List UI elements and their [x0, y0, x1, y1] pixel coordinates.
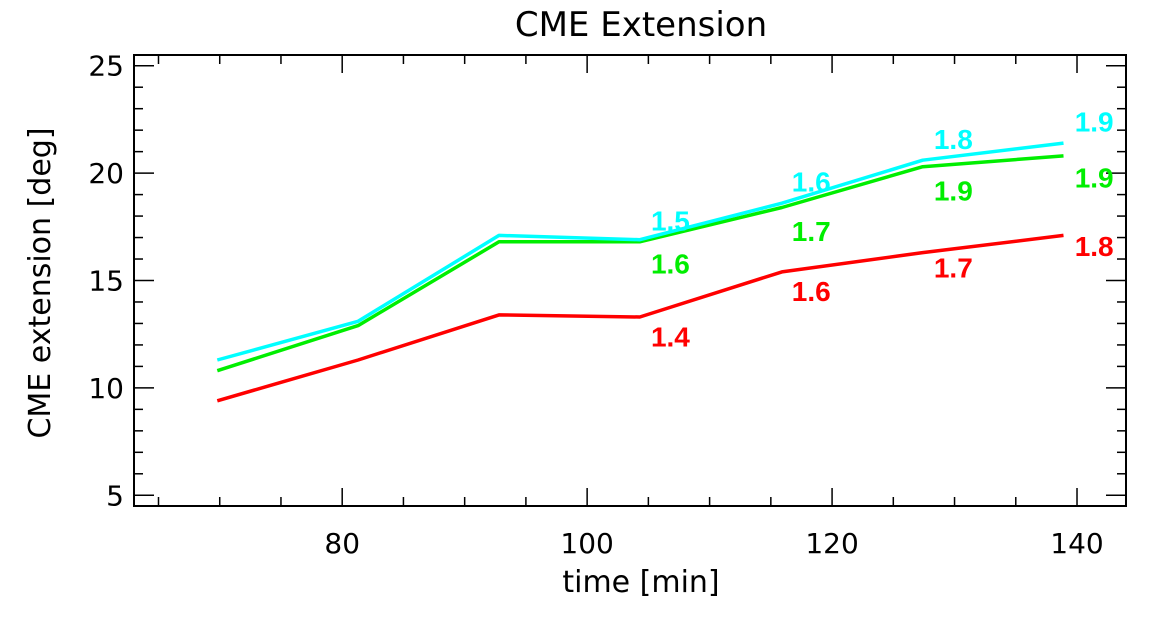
- red-series-line: [216, 233, 1064, 403]
- green-data-label: 1.9: [1075, 162, 1114, 193]
- x-tick-label: 140: [1050, 527, 1103, 560]
- green-data-label: 1.6: [651, 248, 690, 279]
- y-tick-label: 15: [88, 265, 124, 298]
- y-tick-label: 25: [88, 50, 124, 83]
- cyan-data-label: 1.5: [651, 205, 690, 236]
- y-axis-label: CME extension [deg]: [23, 127, 58, 438]
- red-data-label: 1.6: [792, 276, 831, 307]
- data-labels: 1.4 1.6 1.7 1.8 1.6 1.7 1.9 1.9 1.5 1.6 1.8 1.9: [651, 107, 1114, 353]
- cyan-data-label: 1.9: [1075, 107, 1114, 138]
- red-data-label: 1.7: [934, 253, 973, 284]
- chart-title: CME Extension: [515, 5, 767, 45]
- x-tick-label: 120: [805, 527, 858, 560]
- green-data-label: 1.7: [792, 216, 831, 247]
- red-data-label: 1.8: [1075, 231, 1114, 262]
- x-tick-label: 100: [560, 527, 613, 560]
- cyan-data-label: 1.8: [934, 124, 973, 155]
- green-data-label: 1.9: [934, 175, 973, 206]
- cyan-data-label: 1.6: [792, 167, 831, 198]
- y-tick-label: 10: [88, 372, 124, 405]
- y-tick-label: 20: [88, 157, 124, 190]
- green-series-line: [216, 154, 1064, 373]
- x-axis-label: time [min]: [562, 565, 719, 600]
- cyan-series-line: [216, 141, 1064, 362]
- plot-frame: [133, 54, 1127, 507]
- red-data-label: 1.4: [651, 321, 690, 352]
- x-tick-label: 80: [324, 527, 360, 560]
- axis-ticks: 80 100 120 140 5 10 15 20 25: [88, 50, 1126, 560]
- y-tick-label: 5: [106, 479, 124, 512]
- data-series: [216, 141, 1064, 403]
